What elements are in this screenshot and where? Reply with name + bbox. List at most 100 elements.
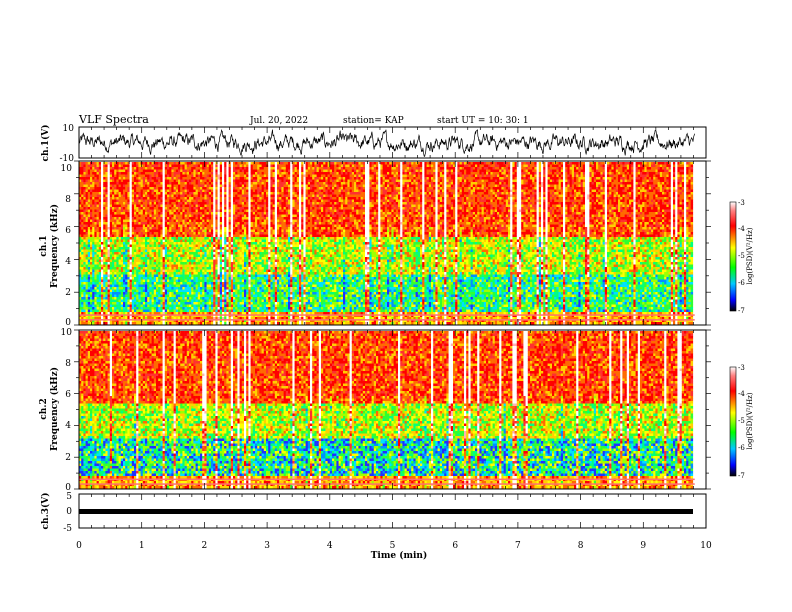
spectrogram-cell <box>83 194 86 198</box>
spectrogram-cell <box>206 247 210 250</box>
spectrogram-cell <box>123 284 126 288</box>
spectrogram-cell <box>129 322 133 325</box>
spectrogram-cell <box>92 284 95 288</box>
spectrogram-cell <box>105 174 108 178</box>
spectrogram-cell <box>182 294 185 298</box>
spectrogram-cell <box>228 297 232 300</box>
spectrogram-cell <box>94 297 97 300</box>
spectrogram-cell <box>129 192 133 195</box>
spectrogram-cell <box>162 312 166 315</box>
spectrogram-cell <box>226 289 229 293</box>
spectrogram-cell <box>123 167 126 170</box>
spectrogram-cell <box>142 192 146 195</box>
spectrogram-cell <box>222 182 225 185</box>
spectrogram-cell <box>228 229 232 233</box>
spectrogram-cell <box>230 174 234 178</box>
spectrogram-cell <box>180 172 183 175</box>
spectrogram-cell <box>116 314 119 318</box>
spectrogram-cell <box>90 314 93 318</box>
spectrogram-cell <box>186 169 190 173</box>
spectrogram-cell <box>96 292 100 295</box>
spectrogram-cell <box>96 297 100 300</box>
spectrogram-cell <box>160 287 163 290</box>
spectrogram-cell <box>127 264 130 268</box>
spectrogram-cell <box>83 207 86 210</box>
spectrogram-cell <box>230 217 234 220</box>
spectrogram-cell <box>184 217 188 220</box>
spectrogram-cell <box>116 177 119 180</box>
spectrogram-cell <box>162 302 166 305</box>
spectrogram-cell <box>151 227 155 230</box>
spectrogram-cell <box>178 294 181 298</box>
spectrogram-cell <box>186 244 190 248</box>
spectrogram-cell <box>206 229 210 233</box>
spectrogram-cell <box>151 279 155 283</box>
spectrogram-cell <box>182 287 185 290</box>
spectrogram-cell <box>125 179 128 183</box>
spectrogram-cell <box>193 242 196 245</box>
spectrogram-cell <box>153 234 157 238</box>
spectrogram-cell <box>149 284 152 288</box>
spectrogram-cell <box>239 194 243 198</box>
spectrogram-cell <box>230 317 234 320</box>
spectrogram-cell <box>195 277 199 280</box>
spectrogram-cell <box>202 224 205 228</box>
spectrogram-cell <box>94 204 97 208</box>
spectrogram-cell <box>147 212 150 215</box>
spectrogram-cell <box>167 162 170 165</box>
spectrogram-cell <box>142 197 146 200</box>
spectrogram-cell <box>213 192 216 195</box>
spectrogram-cell <box>217 319 221 323</box>
spectrogram-cell <box>156 294 159 298</box>
spectrogram-cell <box>195 247 199 250</box>
spectrogram-cell <box>147 167 150 170</box>
spectrogram-cell <box>175 269 179 273</box>
spectrogram-cell <box>118 169 122 173</box>
spectrogram-cell <box>101 202 104 205</box>
spectrogram-cell <box>118 282 122 285</box>
spectrogram-cell <box>127 239 130 243</box>
spectrogram-cell <box>118 232 122 235</box>
spectrogram-cell <box>233 317 236 320</box>
spectrogram-cell <box>98 164 102 168</box>
spectrogram-cell <box>175 174 179 178</box>
spectrogram-cell <box>219 189 223 193</box>
spectrogram-cell <box>134 237 137 240</box>
spectrogram-cell <box>138 212 141 215</box>
spectrogram-cell <box>156 232 159 235</box>
spectrogram-cell <box>204 199 207 203</box>
spectrogram-cell <box>197 292 201 295</box>
spectrogram-cell <box>237 167 240 170</box>
spectrogram-cell <box>153 309 157 313</box>
spectrogram-cell <box>136 164 139 168</box>
spectrogram-cell <box>138 164 141 168</box>
spectrogram-cell <box>235 174 238 178</box>
spectrogram-cell <box>138 307 141 310</box>
spectrogram-cell <box>193 209 196 213</box>
spectrogram-cell <box>98 167 102 170</box>
spectrogram-cell <box>193 299 196 303</box>
spectrogram-cell <box>114 187 117 190</box>
spectrogram-cell <box>228 199 232 203</box>
spectrogram-cell <box>191 172 194 175</box>
spectrogram-cell <box>156 224 159 228</box>
spectrogram-cell <box>116 284 119 288</box>
spectrogram-cell <box>129 222 133 225</box>
spectrogram-cell <box>123 262 126 265</box>
spectrogram-cell <box>90 202 93 205</box>
spectrogram-cell <box>167 274 170 278</box>
spectrogram-cell <box>213 222 216 225</box>
spectrogram-cell <box>164 194 168 198</box>
spectrogram-cell <box>206 207 210 210</box>
spectrogram-cell <box>200 172 203 175</box>
spectrogram-cell <box>125 302 128 305</box>
spectrogram-cell <box>211 282 214 285</box>
spectrogram-cell <box>138 209 141 213</box>
spectrogram-cell <box>140 182 144 185</box>
spectrogram-cell <box>241 224 245 228</box>
spectrogram-cell <box>85 214 89 218</box>
spectrogram-cell <box>204 322 207 325</box>
spectrogram-cell <box>125 229 128 233</box>
spectrogram-cell <box>118 274 122 278</box>
spectrogram-cell <box>233 219 236 223</box>
